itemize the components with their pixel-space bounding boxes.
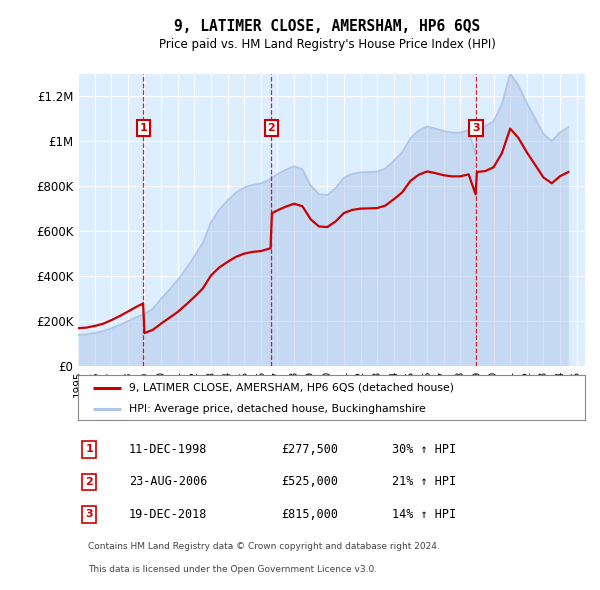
Text: 23-AUG-2006: 23-AUG-2006 bbox=[128, 476, 207, 489]
Text: 3: 3 bbox=[85, 509, 93, 519]
Text: 14% ↑ HPI: 14% ↑ HPI bbox=[392, 508, 457, 521]
Text: £525,000: £525,000 bbox=[281, 476, 338, 489]
Text: 3: 3 bbox=[472, 123, 480, 133]
Text: Contains HM Land Registry data © Crown copyright and database right 2024.: Contains HM Land Registry data © Crown c… bbox=[88, 542, 440, 551]
Text: £277,500: £277,500 bbox=[281, 442, 338, 455]
Text: 1: 1 bbox=[140, 123, 148, 133]
Text: Price paid vs. HM Land Registry's House Price Index (HPI): Price paid vs. HM Land Registry's House … bbox=[158, 38, 496, 51]
Text: 9, LATIMER CLOSE, AMERSHAM, HP6 6QS: 9, LATIMER CLOSE, AMERSHAM, HP6 6QS bbox=[174, 19, 480, 34]
Text: HPI: Average price, detached house, Buckinghamshire: HPI: Average price, detached house, Buck… bbox=[128, 404, 425, 414]
Text: 9, LATIMER CLOSE, AMERSHAM, HP6 6QS (detached house): 9, LATIMER CLOSE, AMERSHAM, HP6 6QS (det… bbox=[128, 383, 454, 393]
Text: 21% ↑ HPI: 21% ↑ HPI bbox=[392, 476, 457, 489]
Text: £815,000: £815,000 bbox=[281, 508, 338, 521]
Text: 2: 2 bbox=[85, 477, 93, 487]
Text: 11-DEC-1998: 11-DEC-1998 bbox=[128, 442, 207, 455]
Text: 19-DEC-2018: 19-DEC-2018 bbox=[128, 508, 207, 521]
Text: 2: 2 bbox=[268, 123, 275, 133]
Text: This data is licensed under the Open Government Licence v3.0.: This data is licensed under the Open Gov… bbox=[88, 565, 377, 574]
Text: 30% ↑ HPI: 30% ↑ HPI bbox=[392, 442, 457, 455]
Text: 1: 1 bbox=[85, 444, 93, 454]
